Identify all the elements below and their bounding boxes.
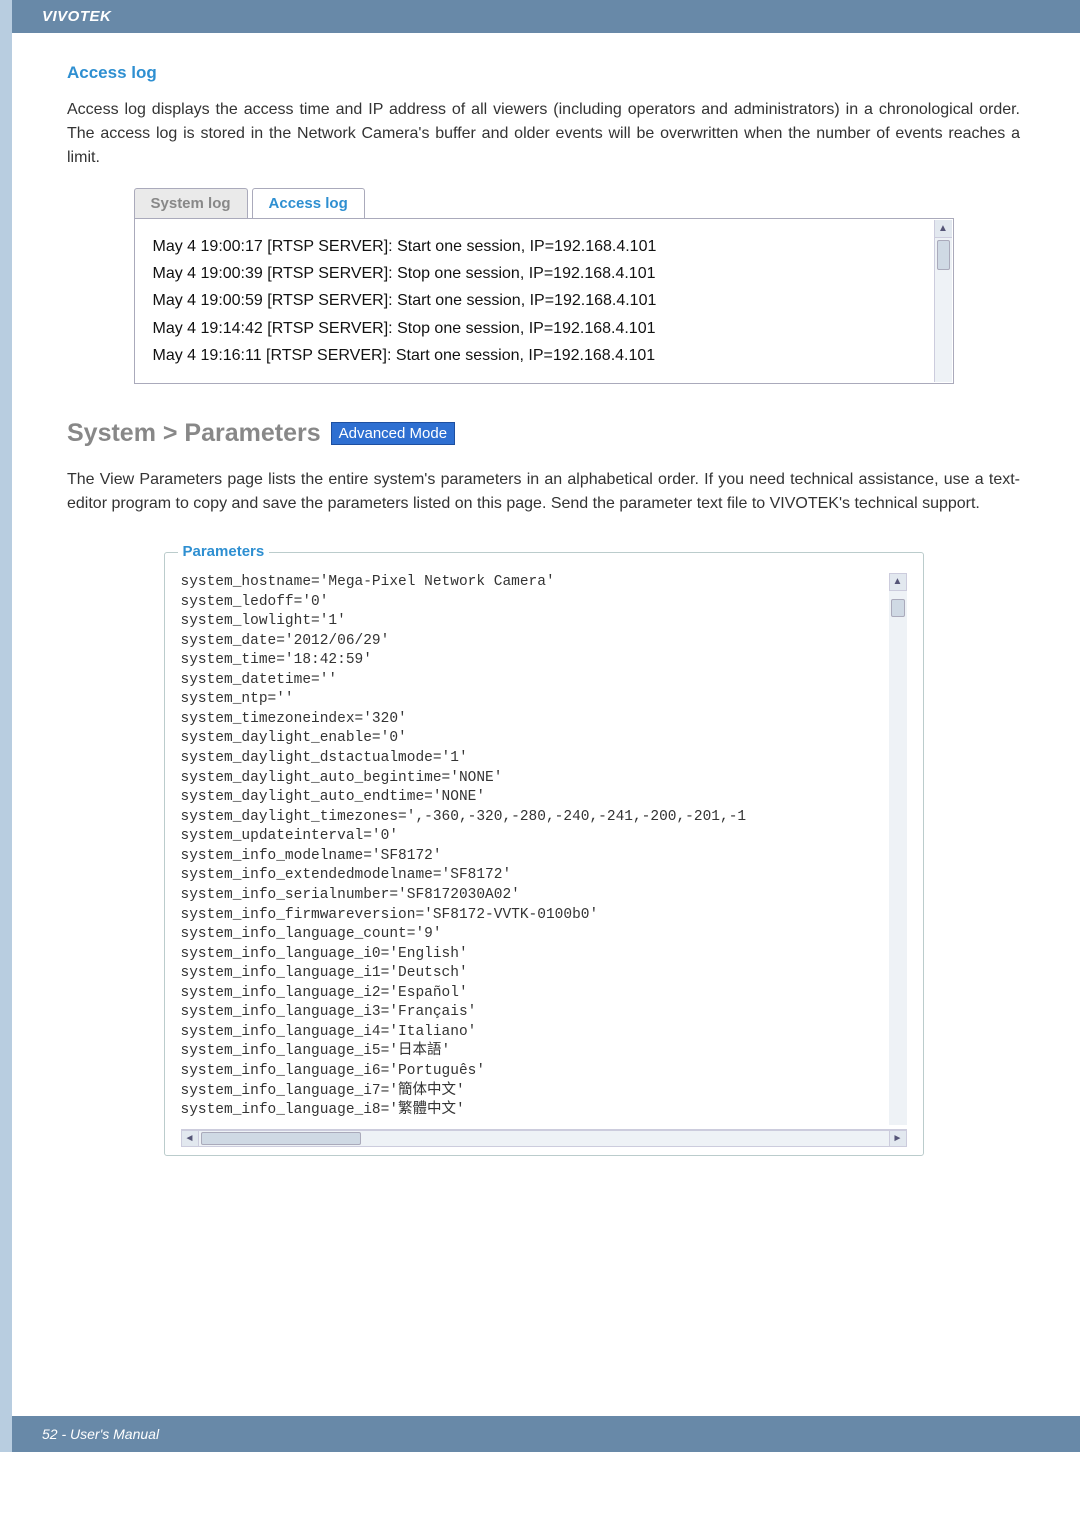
param-line: system_daylight_dstactualmode='1' [181, 749, 889, 769]
scroll-thumb[interactable] [891, 599, 905, 617]
scroll-up-icon[interactable]: ▲ [935, 220, 952, 238]
access-log-box: May 4 19:00:17 [RTSP SERVER]: Start one … [134, 218, 954, 384]
access-log-title: Access log [67, 63, 1020, 83]
param-line: system_info_language_i5='日本語' [181, 1042, 889, 1062]
param-line: system_info_firmwareversion='SF8172-VVTK… [181, 906, 889, 926]
footer-bar: 52 - User's Manual [12, 1416, 1080, 1452]
param-line: system_updateinterval='0' [181, 827, 889, 847]
log-entry: May 4 19:00:59 [RTSP SERVER]: Start one … [153, 287, 935, 314]
access-log-description: Access log displays the access time and … [67, 98, 1020, 170]
param-line: system_daylight_timezones=',-360,-320,-2… [181, 808, 889, 828]
param-line: system_info_language_i4='Italiano' [181, 1023, 889, 1043]
advanced-mode-badge: Advanced Mode [331, 422, 455, 445]
tab-system-log[interactable]: System log [134, 188, 248, 218]
brand-label: VIVOTEK [42, 8, 111, 25]
param-line: system_info_language_i2='Español' [181, 984, 889, 1004]
param-line: system_daylight_enable='0' [181, 729, 889, 749]
parameters-description: The View Parameters page lists the entir… [67, 468, 1020, 516]
param-line: system_ledoff='0' [181, 593, 889, 613]
param-line: system_info_serialnumber='SF8172030A02' [181, 886, 889, 906]
log-entry: May 4 19:00:17 [RTSP SERVER]: Start one … [153, 233, 935, 260]
scroll-up-icon[interactable]: ▲ [889, 573, 907, 591]
parameters-heading: System > Parameters [67, 419, 321, 448]
param-line: system_date='2012/06/29' [181, 632, 889, 652]
param-line: system_info_extendedmodelname='SF8172' [181, 866, 889, 886]
log-vertical-scrollbar[interactable]: ▲ [934, 220, 952, 382]
header-bar: VIVOTEK [12, 0, 1080, 33]
parameters-frame-label: Parameters [178, 543, 270, 560]
param-line: system_info_language_i1='Deutsch' [181, 964, 889, 984]
parameters-text: system_hostname='Mega-Pixel Network Came… [181, 573, 889, 1125]
left-stripe [0, 0, 12, 1452]
param-line: system_info_language_i7='簡体中文' [181, 1082, 889, 1102]
scroll-thumb[interactable] [201, 1132, 361, 1145]
params-vertical-scrollbar[interactable]: ▲ [889, 573, 907, 1125]
param-line: system_info_modelname='SF8172' [181, 847, 889, 867]
log-entry: May 4 19:00:39 [RTSP SERVER]: Stop one s… [153, 260, 935, 287]
param-line: system_info_language_i3='Français' [181, 1003, 889, 1023]
log-entry: May 4 19:16:11 [RTSP SERVER]: Start one … [153, 342, 935, 369]
footer-text: 52 - User's Manual [42, 1426, 159, 1442]
param-line: system_time='18:42:59' [181, 651, 889, 671]
scroll-thumb[interactable] [937, 240, 950, 270]
param-line: system_daylight_auto_endtime='NONE' [181, 788, 889, 808]
param-line: system_daylight_auto_begintime='NONE' [181, 769, 889, 789]
param-line: system_info_language_i6='Português' [181, 1062, 889, 1082]
params-horizontal-scrollbar[interactable]: ◄ ► [181, 1129, 907, 1147]
param-line: system_datetime='' [181, 671, 889, 691]
param-line: system_hostname='Mega-Pixel Network Came… [181, 573, 889, 593]
scroll-track[interactable] [199, 1130, 889, 1147]
parameters-frame: system_hostname='Mega-Pixel Network Came… [164, 552, 924, 1156]
param-line: system_info_language_i8='繁體中文' [181, 1101, 889, 1121]
param-line: system_info_language_count='9' [181, 925, 889, 945]
log-tabs-container: System log Access log May 4 19:00:17 [RT… [134, 188, 954, 384]
param-line: system_lowlight='1' [181, 612, 889, 632]
scroll-right-icon[interactable]: ► [889, 1130, 907, 1147]
scroll-left-icon[interactable]: ◄ [181, 1130, 199, 1147]
param-line: system_ntp='' [181, 690, 889, 710]
param-line: system_timezoneindex='320' [181, 710, 889, 730]
log-entry: May 4 19:14:42 [RTSP SERVER]: Stop one s… [153, 315, 935, 342]
param-line: system_info_language_i0='English' [181, 945, 889, 965]
tab-access-log[interactable]: Access log [252, 188, 365, 218]
